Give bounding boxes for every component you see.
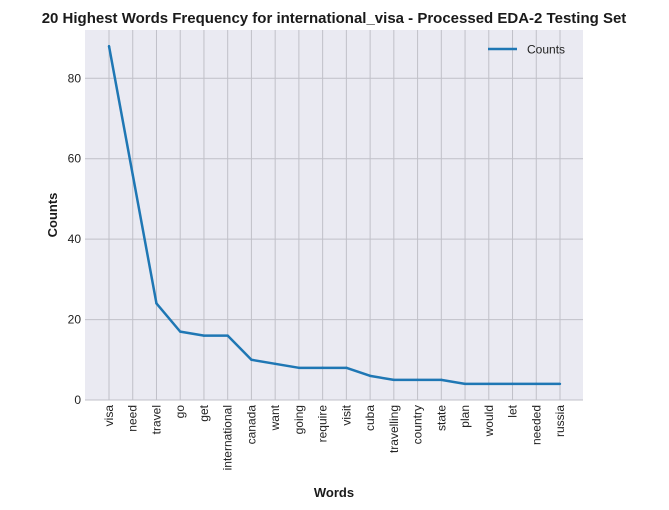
x-axis-label: Words xyxy=(314,485,354,500)
x-tick-label: get xyxy=(197,404,211,421)
y-tick-label: 60 xyxy=(68,152,82,166)
x-tick-label: cuba xyxy=(363,405,377,431)
y-tick-label: 40 xyxy=(68,232,82,246)
x-tick-label: visa xyxy=(102,405,116,427)
x-tick-label: canada xyxy=(244,405,258,445)
legend: Counts xyxy=(488,43,565,57)
data-point xyxy=(535,382,538,386)
x-tick-label: visit xyxy=(339,404,353,425)
data-point xyxy=(179,330,182,333)
y-tick-labels: 0 20 40 60 80 xyxy=(68,71,82,407)
data-point xyxy=(226,334,229,337)
data-point xyxy=(511,382,514,386)
data-point xyxy=(131,173,134,176)
legend-label: Counts xyxy=(527,43,565,57)
x-tick-label: international xyxy=(221,405,235,470)
data-point xyxy=(416,378,419,382)
x-tick-label: would xyxy=(482,405,496,437)
x-tick-label: russia xyxy=(553,405,567,437)
y-tick-label: 0 xyxy=(74,393,81,407)
x-tick-label: travel xyxy=(149,405,163,434)
x-tick-label: let xyxy=(506,404,520,417)
data-point xyxy=(297,366,301,370)
x-tick-label: travelling xyxy=(387,405,401,453)
data-point xyxy=(250,358,253,361)
x-tick-label: country xyxy=(411,405,425,444)
y-axis-label: Counts xyxy=(45,193,60,238)
x-tick-labels: visa need travel go get international canada wa… xyxy=(102,404,567,470)
x-tick-label: needed xyxy=(529,405,543,445)
x-tick-label: want xyxy=(268,404,282,431)
x-tick-label: state xyxy=(434,405,448,431)
data-point xyxy=(202,334,206,337)
data-point xyxy=(273,362,277,366)
data-points xyxy=(107,44,562,386)
x-tick-label: need xyxy=(126,405,140,432)
plot-area xyxy=(85,30,583,400)
chart-title: 20 Highest Words Frequency for internati… xyxy=(42,10,627,27)
data-point xyxy=(558,382,562,386)
x-tick-label: require xyxy=(316,405,330,443)
x-tick-label: plan xyxy=(458,405,472,428)
data-point xyxy=(392,378,396,382)
x-tick-label: go xyxy=(173,405,187,419)
data-point xyxy=(368,374,372,378)
grid xyxy=(85,30,583,401)
data-point xyxy=(321,366,324,370)
data-point xyxy=(463,382,467,386)
data-point xyxy=(487,382,490,386)
series-line-counts xyxy=(107,45,560,386)
data-point xyxy=(107,44,111,48)
data-point xyxy=(155,302,158,305)
y-tick-label: 20 xyxy=(68,313,82,327)
x-tick-label: going xyxy=(292,405,306,434)
data-point xyxy=(345,366,348,370)
y-tick-label: 80 xyxy=(68,71,82,85)
data-point xyxy=(440,378,443,382)
